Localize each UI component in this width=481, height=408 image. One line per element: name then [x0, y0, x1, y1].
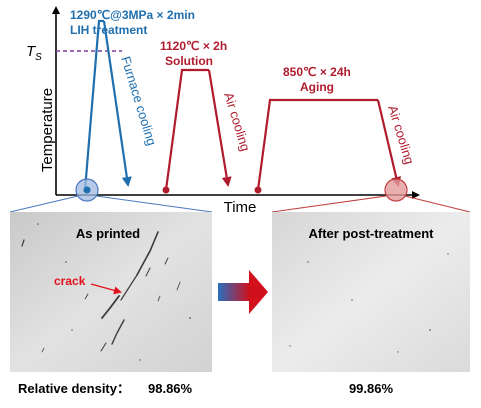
y-axis-label: Temperature — [39, 88, 56, 172]
left-connector-line-a — [9, 195, 79, 213]
aging-condition-text: 850℃ × 24h — [283, 65, 351, 79]
solution-cooling-curve — [207, 69, 232, 187]
aging-cooling-curve — [376, 99, 402, 187]
post-treatment-title: After post-treatment — [309, 226, 435, 241]
lih-condition-text: 1290℃@3MPa × 2min — [70, 8, 195, 22]
as-printed-title: As printed — [76, 226, 140, 241]
solution-curve — [164, 68, 209, 191]
end-highlight-circle — [384, 178, 408, 202]
left-connector-line-b — [95, 195, 213, 213]
solution-name-text: Solution — [165, 54, 213, 68]
start-dot — [83, 186, 91, 194]
ts-label: TS — [26, 43, 42, 63]
solution-cooling-label: Air cooling — [221, 90, 253, 152]
density-as-printed: 98.86% — [148, 381, 193, 396]
lih-treatment-text: LIH treatment — [70, 23, 147, 37]
aging-name-text: Aging — [300, 80, 334, 94]
crack-pointer-arrow — [90, 283, 122, 295]
right-connector-line-b — [404, 195, 471, 213]
lih-cooling-label: Furnace cooling — [118, 54, 159, 147]
aging-cooling-label: Air cooling — [385, 103, 417, 165]
crack-label: crack — [54, 274, 86, 288]
x-axis-label: Time — [224, 199, 257, 216]
density-label: Relative density： — [18, 381, 130, 396]
aging-start-dot — [254, 186, 262, 194]
solution-condition-text: 1120℃ × 2h — [160, 39, 227, 53]
lih-heating-curve — [83, 19, 104, 191]
transition-arrow — [218, 270, 268, 314]
as-printed-micrograph — [10, 212, 212, 372]
lih-cooling-curve — [102, 20, 132, 187]
right-connector-line-a — [271, 195, 387, 213]
density-post-treated: 99.86% — [349, 381, 394, 396]
solution-start-dot — [162, 186, 170, 194]
aging-curve — [256, 98, 378, 191]
post-treatment-micrograph — [272, 212, 470, 372]
